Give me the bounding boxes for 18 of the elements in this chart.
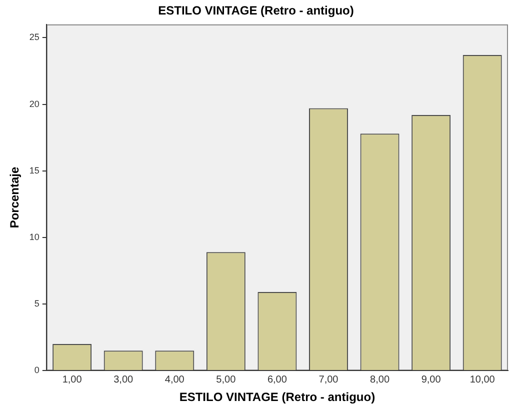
x-tick-label: 3,00 [114, 374, 134, 386]
y-tick-label: 15 [29, 165, 40, 176]
chart-title: ESTILO VINTAGE (Retro - antiguo) [158, 4, 354, 18]
x-tick-label: 10,00 [470, 374, 496, 386]
x-tick-label: 8,00 [370, 374, 390, 386]
x-tick-label: 4,00 [164, 374, 185, 386]
x-tick-label: 7,00 [318, 374, 339, 386]
x-tick-label: 6,00 [267, 374, 288, 386]
y-tick-label: 10 [29, 232, 40, 242]
y-tick-label: 0 [34, 365, 40, 376]
x-tick-label: 9,00 [421, 374, 442, 386]
x-axis-title: ESTILO VINTAGE (Retro - antiguo) [179, 390, 376, 404]
x-tick-label: 5,00 [216, 374, 236, 386]
y-tick-label: 20 [29, 98, 40, 109]
y-tick-label: 5 [34, 298, 40, 309]
x-tick-label: 1,00 [62, 374, 82, 386]
y-tick-label: 25 [29, 32, 40, 42]
y-axis-title: Porcentaje [8, 166, 22, 228]
